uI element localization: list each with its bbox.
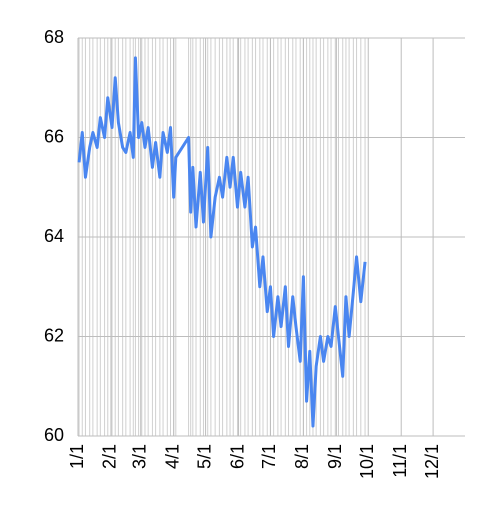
x-tick-label: 12/1 xyxy=(422,444,442,479)
x-tick-label: 9/1 xyxy=(325,444,345,469)
x-tick-label: 8/1 xyxy=(292,444,312,469)
x-tick-label: 4/1 xyxy=(162,444,182,469)
y-tick-label: 66 xyxy=(44,126,64,146)
x-tick-label: 2/1 xyxy=(100,444,120,469)
line xyxy=(77,56,367,428)
x-tick-label: 6/1 xyxy=(227,444,247,469)
x-tick-label: 11/1 xyxy=(390,444,410,478)
x-tick-label: 7/1 xyxy=(259,444,279,469)
x-tick-label: 1/1 xyxy=(67,444,87,469)
y-tick-label: 60 xyxy=(44,425,64,445)
y-tick-label: 62 xyxy=(44,325,64,345)
x-tick-label: 5/1 xyxy=(194,444,214,469)
x-tick-label: 3/1 xyxy=(129,444,149,469)
y-tick-label: 64 xyxy=(44,226,64,246)
x-tick-label: 10/1 xyxy=(357,444,377,479)
y-tick-label: 68 xyxy=(44,27,64,47)
